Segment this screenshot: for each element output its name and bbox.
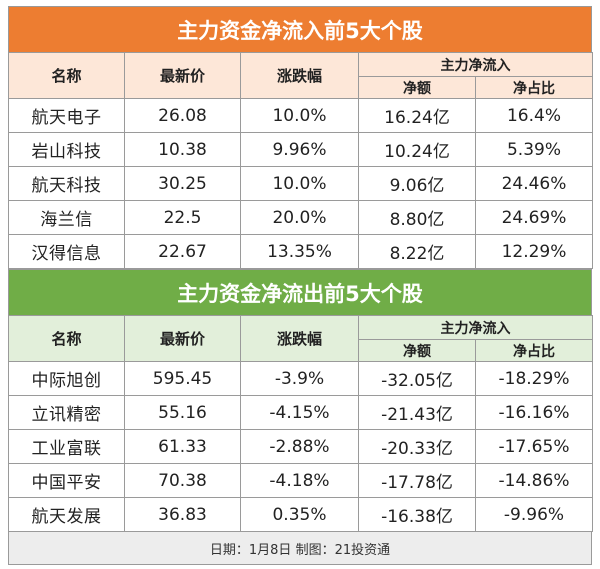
stock-price: 595.45 xyxy=(124,361,241,396)
table-row: 中国平安 70.38 -4.18% -17.78亿 -14.86% xyxy=(8,463,593,498)
stock-change: 9.96% xyxy=(240,132,359,167)
stock-ratio: -17.65% xyxy=(475,429,593,464)
stock-name: 中国平安 xyxy=(8,463,125,498)
stock-change: -2.88% xyxy=(240,429,359,464)
stock-change: -4.15% xyxy=(240,395,359,430)
table-row: 工业富联 61.33 -2.88% -20.33亿 -17.65% xyxy=(8,429,593,464)
stock-name: 岩山科技 xyxy=(8,132,125,167)
stock-ratio: 12.29% xyxy=(475,234,593,269)
col-change-header: 涨跌幅 xyxy=(240,315,359,362)
table-row: 立讯精密 55.16 -4.15% -21.43亿 -16.16% xyxy=(8,395,593,430)
stock-ratio: 5.39% xyxy=(475,132,593,167)
stock-price: 22.5 xyxy=(124,200,241,235)
stock-price: 70.38 xyxy=(124,463,241,498)
col-price-header: 最新价 xyxy=(124,52,241,99)
table-row: 航天科技 30.25 10.0% 9.06亿 24.46% xyxy=(8,166,593,201)
stock-ratio: 24.46% xyxy=(475,166,593,201)
stock-ratio: -18.29% xyxy=(475,361,593,396)
stock-change: -3.9% xyxy=(240,361,359,396)
stock-name: 中际旭创 xyxy=(8,361,125,396)
table-row: 岩山科技 10.38 9.96% 10.24亿 5.39% xyxy=(8,132,593,167)
stock-change: 10.0% xyxy=(240,98,359,133)
outflow-table: 名称 最新价 涨跌幅 主力净流入 净额 净占比 中际旭创 595.45 -3.9… xyxy=(8,315,593,532)
stock-name: 航天科技 xyxy=(8,166,125,201)
stock-net: -16.38亿 xyxy=(358,497,476,532)
stock-name: 立讯精密 xyxy=(8,395,125,430)
money-flow-report: 主力资金净流入前5大个股 名称 最新价 涨跌幅 主力净流入 净额 净占比 航天电… xyxy=(8,6,593,565)
stock-ratio: 24.69% xyxy=(475,200,593,235)
stock-ratio: 16.4% xyxy=(475,98,593,133)
table-row: 航天电子 26.08 10.0% 16.24亿 16.4% xyxy=(8,98,593,133)
inflow-title: 主力资金净流入前5大个股 xyxy=(8,6,592,52)
col-group-header: 主力净流入 xyxy=(358,315,593,340)
col-ratio-header: 净占比 xyxy=(475,76,593,99)
stock-price: 26.08 xyxy=(124,98,241,133)
table-row: 汉得信息 22.67 13.35% 8.22亿 12.29% xyxy=(8,234,593,269)
stock-net: -20.33亿 xyxy=(358,429,476,464)
col-name-header: 名称 xyxy=(8,315,125,362)
stock-net: -17.78亿 xyxy=(358,463,476,498)
col-net-header: 净额 xyxy=(358,76,476,99)
col-ratio-header: 净占比 xyxy=(475,339,593,362)
col-change-header: 涨跌幅 xyxy=(240,52,359,99)
stock-change: 13.35% xyxy=(240,234,359,269)
stock-net: 8.22亿 xyxy=(358,234,476,269)
stock-price: 36.83 xyxy=(124,497,241,532)
stock-net: 16.24亿 xyxy=(358,98,476,133)
stock-name: 航天电子 xyxy=(8,98,125,133)
stock-ratio: -14.86% xyxy=(475,463,593,498)
outflow-title: 主力资金净流出前5大个股 xyxy=(8,269,592,315)
stock-net: 9.06亿 xyxy=(358,166,476,201)
stock-name: 工业富联 xyxy=(8,429,125,464)
stock-name: 汉得信息 xyxy=(8,234,125,269)
stock-price: 61.33 xyxy=(124,429,241,464)
stock-price: 10.38 xyxy=(124,132,241,167)
stock-price: 30.25 xyxy=(124,166,241,201)
stock-net: -32.05亿 xyxy=(358,361,476,396)
stock-ratio: -9.96% xyxy=(475,497,593,532)
stock-price: 55.16 xyxy=(124,395,241,430)
stock-price: 22.67 xyxy=(124,234,241,269)
col-price-header: 最新价 xyxy=(124,315,241,362)
stock-change: 0.35% xyxy=(240,497,359,532)
stock-change: 20.0% xyxy=(240,200,359,235)
inflow-table: 名称 最新价 涨跌幅 主力净流入 净额 净占比 航天电子 26.08 10.0%… xyxy=(8,52,593,269)
col-group-header: 主力净流入 xyxy=(358,52,593,77)
stock-net: 8.80亿 xyxy=(358,200,476,235)
stock-ratio: -16.16% xyxy=(475,395,593,430)
stock-net: -21.43亿 xyxy=(358,395,476,430)
col-name-header: 名称 xyxy=(8,52,125,99)
table-row: 航天发展 36.83 0.35% -16.38亿 -9.96% xyxy=(8,497,593,532)
table-row: 海兰信 22.5 20.0% 8.80亿 24.69% xyxy=(8,200,593,235)
table-row: 中际旭创 595.45 -3.9% -32.05亿 -18.29% xyxy=(8,361,593,396)
stock-change: -4.18% xyxy=(240,463,359,498)
col-net-header: 净额 xyxy=(358,339,476,362)
stock-name: 海兰信 xyxy=(8,200,125,235)
footer-caption: 日期：1月8日 制图：21投资通 xyxy=(8,532,592,565)
stock-change: 10.0% xyxy=(240,166,359,201)
stock-net: 10.24亿 xyxy=(358,132,476,167)
stock-name: 航天发展 xyxy=(8,497,125,532)
